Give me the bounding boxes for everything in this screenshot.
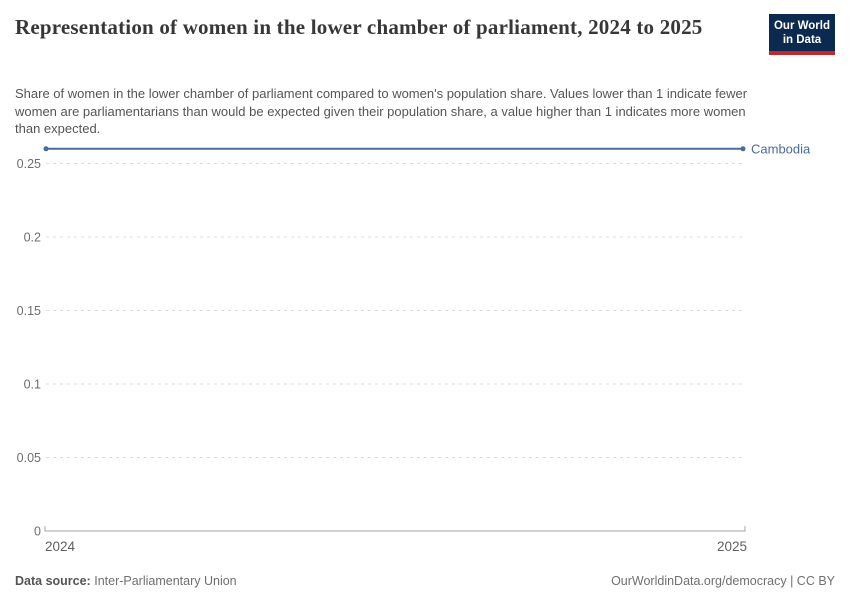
- y-tick-label: 0.1: [24, 378, 41, 392]
- owid-logo-line2: in Data: [782, 34, 822, 46]
- owid-logo[interactable]: Our World in Data: [769, 14, 835, 55]
- chart-footer: Data source: Inter-Parliamentary Union O…: [15, 574, 835, 588]
- data-point[interactable]: [43, 146, 49, 152]
- data-source-label: Data source:: [15, 574, 91, 588]
- x-tick-label-2025: 2025: [717, 539, 747, 554]
- data-source: Data source: Inter-Parliamentary Union: [15, 574, 237, 588]
- data-source-value: Inter-Parliamentary Union: [94, 574, 237, 588]
- y-tick-label: 0.25: [17, 157, 41, 171]
- y-tick-label: 0.05: [17, 451, 41, 465]
- y-tick-label: 0: [34, 525, 41, 539]
- y-tick-label: 0.15: [17, 304, 41, 318]
- x-axis-line: [44, 526, 746, 532]
- series-label[interactable]: Cambodia: [751, 141, 811, 156]
- x-tick-label-2024: 2024: [45, 539, 76, 554]
- page-title: Representation of women in the lower cha…: [15, 15, 703, 39]
- chart-subtitle: Share of women in the lower chamber of p…: [15, 86, 748, 136]
- owid-logo-line1: Our World: [773, 20, 830, 32]
- data-point[interactable]: [740, 146, 746, 152]
- attribution-link[interactable]: OurWorldinData.org/democracy | CC BY: [611, 574, 835, 588]
- y-tick-label: 0.2: [24, 231, 41, 245]
